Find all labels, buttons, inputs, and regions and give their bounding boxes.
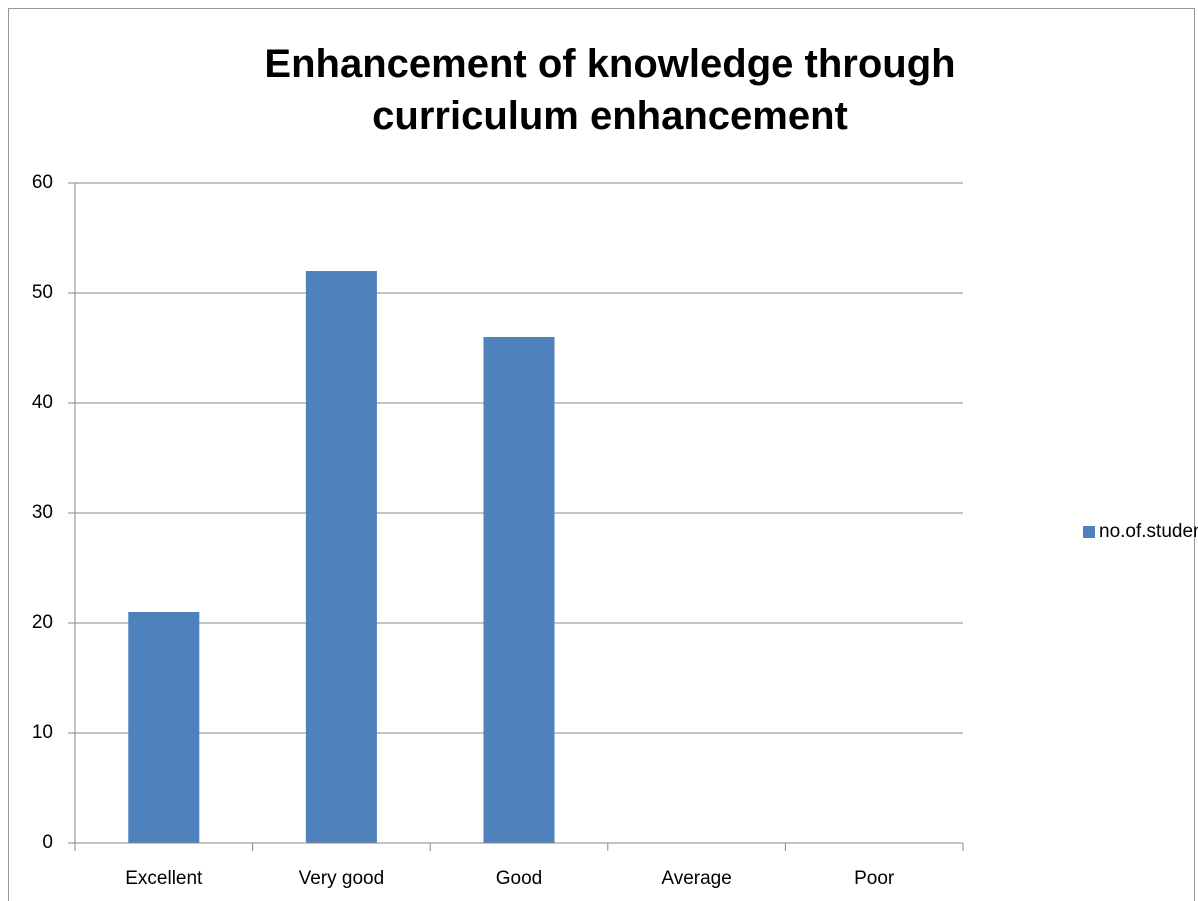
x-tick-label: Excellent	[125, 868, 203, 889]
frame	[8, 8, 1195, 901]
x-tick-label: Very good	[299, 868, 385, 889]
bar	[483, 337, 555, 843]
bar	[128, 612, 200, 843]
y-tick-label: 30	[32, 502, 53, 523]
legend-label: no.of.students	[1099, 521, 1198, 542]
y-tick-label: 60	[32, 172, 53, 193]
bar	[305, 271, 377, 843]
x-tick-label: Average	[661, 868, 731, 889]
y-tick-label: 50	[32, 282, 53, 303]
x-tick-label: Good	[496, 868, 542, 889]
y-tick-label: 20	[32, 612, 53, 633]
y-tick-label: 40	[32, 392, 53, 413]
x-tick-label: Poor	[854, 868, 895, 889]
y-tick-label: 0	[42, 832, 53, 853]
chart-title: Enhancement of knowledge through curricu…	[264, 42, 956, 138]
y-tick-label: 10	[32, 722, 53, 743]
legend-swatch	[1083, 526, 1095, 538]
